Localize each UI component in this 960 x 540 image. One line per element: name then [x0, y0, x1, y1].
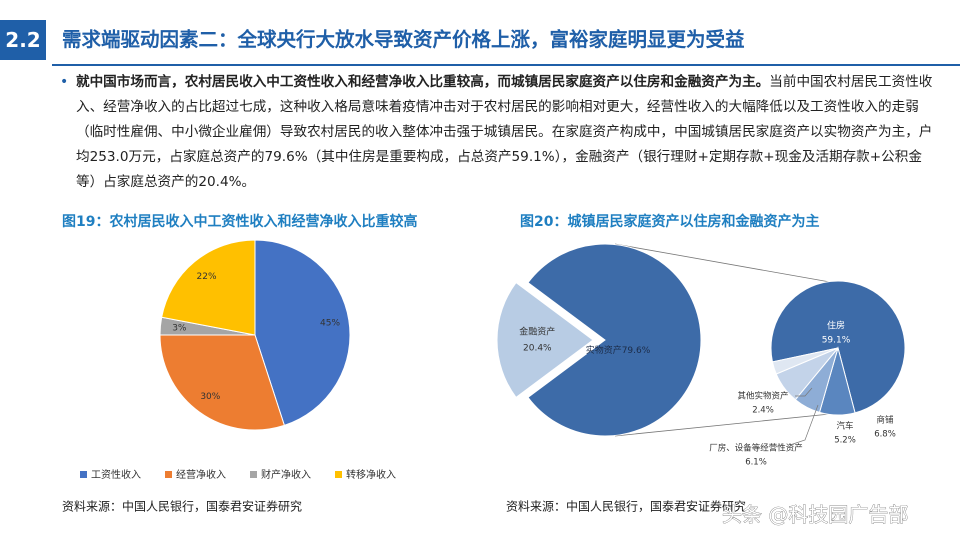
data-label: 住房: [827, 320, 845, 332]
pie-slice: [161, 239, 256, 336]
data-label: 厂房、设备等经营性资产: [709, 443, 803, 454]
pie-slice: [159, 334, 285, 431]
pie-slice: [771, 347, 839, 375]
bullet-text: 就中国市场而言，农村居民收入中工资性收入和经营净收入比重较高，而城镇居民家庭资产…: [76, 70, 934, 195]
bullet-body: 当前中国农村居民工资性收入、经营净收入的占比超过七成，这种收入格局意味着疫情冲击…: [76, 74, 933, 190]
legend-swatch: [165, 471, 172, 478]
data-label: 45%: [320, 319, 340, 329]
chart-title: 图20：城镇居民家庭资产以住房和金融资产为主: [520, 213, 819, 230]
data-label: 59.1%: [822, 336, 851, 346]
data-label: 实物资产79.6%: [586, 344, 651, 356]
chart-source: 资料来源：中国人民银行，国泰君安证券研究: [62, 499, 302, 514]
section-number: 2.2: [0, 20, 46, 60]
data-label: 2.4%: [752, 406, 774, 416]
legend-swatch: [80, 471, 87, 478]
pie-slice: [527, 243, 702, 437]
data-label-value: 79.6%: [622, 346, 651, 356]
data-label: 其他实物资产: [737, 391, 788, 402]
legend-label: 经营净收入: [176, 468, 226, 481]
pie-slice: [254, 239, 351, 426]
chart-source: 资料来源：中国人民银行，国泰君安证券研究: [506, 499, 746, 514]
connectors: [614, 243, 831, 437]
legend-label: 工资性收入: [91, 468, 141, 481]
legend-swatch: [335, 471, 342, 478]
slide-title: 需求端驱动因素二：全球央行大放水导致资产价格上涨，富裕家庭明显更为受益: [62, 28, 745, 51]
legend-label: 财产净收入: [261, 468, 311, 481]
data-label: 6.1%: [745, 458, 767, 468]
data-label-category: 实物资产: [586, 344, 622, 356]
bullet-marker: •: [60, 74, 69, 90]
data-label: 3%: [172, 323, 187, 333]
data-label: 6.8%: [874, 430, 896, 440]
leader-line: [795, 387, 813, 397]
data-label: 商铺: [876, 415, 894, 426]
connector: [614, 413, 831, 437]
leader-line: [789, 404, 819, 446]
watermark: 头条 @科技园广告部: [722, 503, 908, 527]
pie-slice: [496, 281, 594, 399]
data-label: 30%: [200, 392, 220, 402]
data-label: 汽车: [836, 421, 853, 432]
data-label: 22%: [197, 272, 217, 282]
connector: [614, 243, 831, 283]
data-label: 20.4%: [523, 344, 552, 354]
chart-title: 图19：农村居民收入中工资性收入和经营净收入比重较高: [62, 213, 417, 230]
title-rule: [52, 64, 960, 66]
legend-swatch: [250, 471, 257, 478]
bullet-bold: 就中国市场而言，农村居民收入中工资性收入和经营净收入比重较高，而城镇居民家庭资产…: [76, 74, 770, 90]
data-label: 金融资产: [519, 326, 555, 338]
legend-label: 转移净收入: [346, 468, 396, 481]
data-label: 5.2%: [834, 436, 856, 446]
